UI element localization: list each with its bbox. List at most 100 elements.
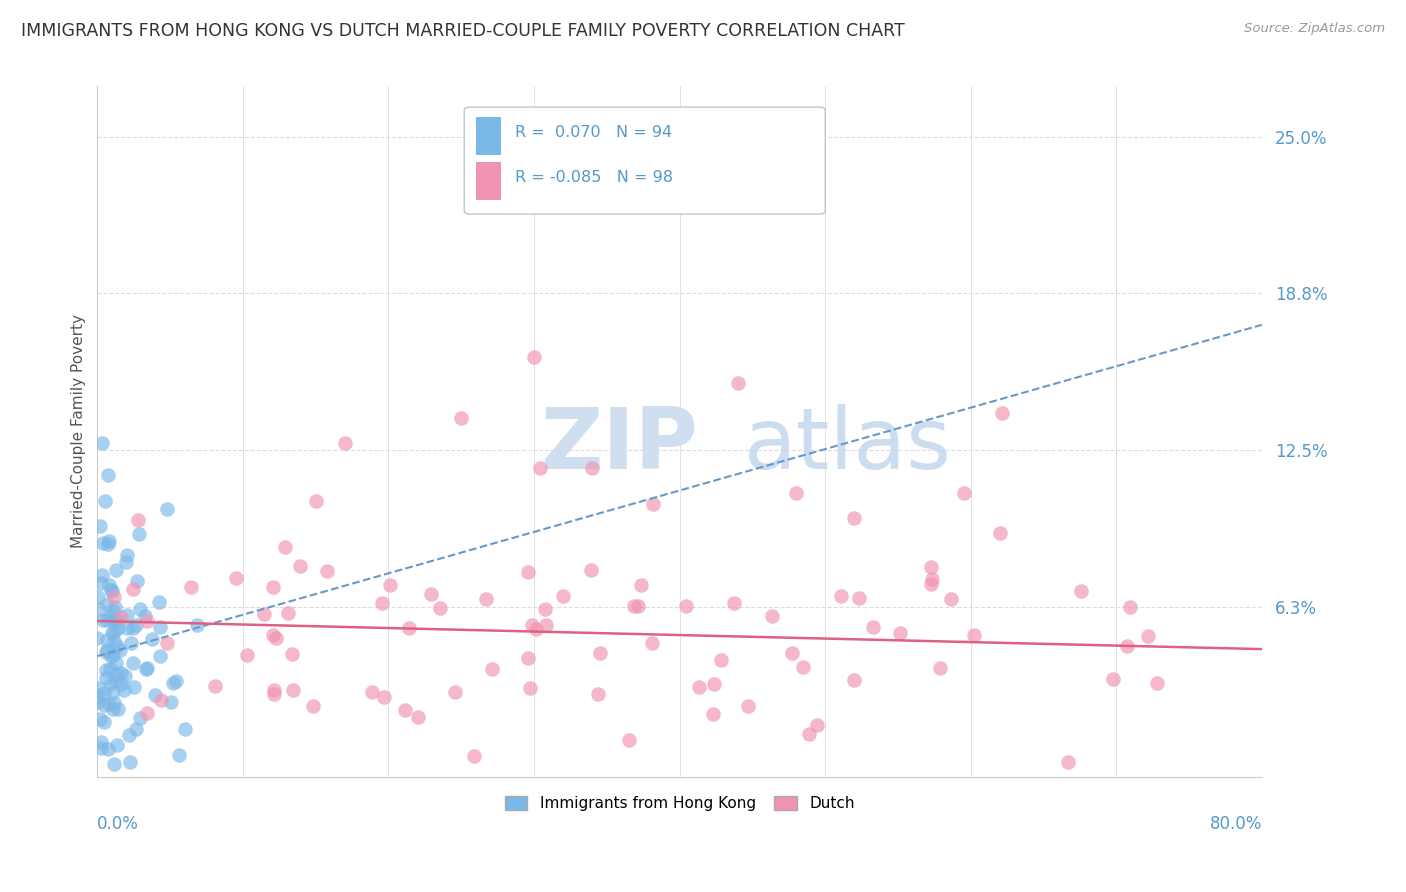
Point — [90, 575, 112, 590]
Point — [429, 601, 451, 615]
Point — [378, 578, 401, 592]
Point — [125, 722, 148, 736]
Text: R =  0.070   N = 94: R = 0.070 N = 94 — [516, 125, 672, 140]
Point — [91, 614, 114, 628]
Point — [534, 602, 557, 616]
Point — [156, 636, 179, 650]
Point — [103, 591, 125, 605]
Point — [105, 639, 128, 653]
Point — [619, 732, 641, 747]
Point — [96, 632, 118, 647]
Point — [516, 566, 538, 580]
Point — [204, 679, 226, 693]
Point — [156, 502, 179, 516]
Point — [105, 666, 128, 681]
Point — [149, 619, 172, 633]
Point — [100, 583, 122, 598]
Point — [848, 591, 870, 605]
Point — [675, 599, 697, 614]
Y-axis label: Married-Couple Family Poverty: Married-Couple Family Poverty — [72, 315, 86, 549]
Point — [122, 680, 145, 694]
Point — [274, 541, 297, 555]
Point — [641, 636, 664, 650]
Point — [253, 607, 276, 622]
Point — [371, 596, 394, 610]
Point — [723, 596, 745, 610]
Point — [87, 689, 110, 703]
Point — [305, 493, 328, 508]
Point — [737, 699, 759, 714]
Point — [519, 681, 541, 696]
Point — [463, 748, 485, 763]
Point — [792, 659, 814, 673]
Point — [443, 684, 465, 698]
Point — [135, 662, 157, 676]
Point — [103, 634, 125, 648]
Point — [523, 351, 546, 365]
Point — [117, 728, 139, 742]
Point — [103, 696, 125, 710]
Point — [586, 687, 609, 701]
Text: IMMIGRANTS FROM HONG KONG VS DUTCH MARRIED-COUPLE FAMILY POVERTY CORRELATION CHA: IMMIGRANTS FROM HONG KONG VS DUTCH MARRI… — [21, 22, 905, 40]
Point — [941, 591, 963, 606]
Point — [162, 676, 184, 690]
Point — [165, 673, 187, 688]
Point — [136, 706, 159, 721]
Point — [90, 734, 112, 748]
Point — [991, 406, 1014, 420]
Point — [94, 671, 117, 685]
Point — [534, 618, 557, 632]
Point — [830, 589, 852, 603]
Point — [475, 592, 498, 607]
Point — [96, 645, 118, 659]
Point — [1070, 583, 1092, 598]
Point — [553, 589, 575, 603]
Point — [105, 614, 128, 628]
Point — [627, 599, 650, 614]
Point — [149, 648, 172, 663]
Point — [581, 461, 603, 475]
Point — [281, 647, 304, 661]
Legend: Immigrants from Hong Kong, Dutch: Immigrants from Hong Kong, Dutch — [498, 790, 860, 817]
Point — [96, 597, 118, 611]
Point — [630, 578, 652, 592]
Point — [104, 657, 127, 671]
Point — [87, 695, 110, 709]
Point — [86, 631, 108, 645]
Point — [103, 756, 125, 771]
Point — [128, 527, 150, 541]
Point — [101, 648, 124, 662]
Point — [450, 410, 472, 425]
Point — [148, 595, 170, 609]
Text: 80.0%: 80.0% — [1209, 814, 1263, 832]
Point — [104, 673, 127, 687]
Point — [101, 626, 124, 640]
Point — [1136, 629, 1159, 643]
Point — [529, 461, 551, 475]
Point — [118, 755, 141, 769]
Point — [797, 726, 820, 740]
Point — [100, 582, 122, 597]
Point — [115, 555, 138, 569]
Point — [96, 468, 118, 483]
Point — [1119, 599, 1142, 614]
Point — [806, 718, 828, 732]
Point — [761, 609, 783, 624]
Point — [1116, 639, 1139, 653]
Point — [1101, 673, 1123, 687]
Point — [688, 680, 710, 694]
Point — [128, 711, 150, 725]
Point — [120, 636, 142, 650]
Point — [406, 710, 429, 724]
Point — [91, 568, 114, 582]
Point — [104, 600, 127, 615]
Point — [149, 692, 172, 706]
Point — [105, 738, 128, 752]
Point — [920, 560, 942, 574]
Point — [135, 661, 157, 675]
Point — [96, 613, 118, 627]
Point — [889, 626, 911, 640]
Point — [108, 642, 131, 657]
Point — [141, 632, 163, 646]
Point — [93, 536, 115, 550]
